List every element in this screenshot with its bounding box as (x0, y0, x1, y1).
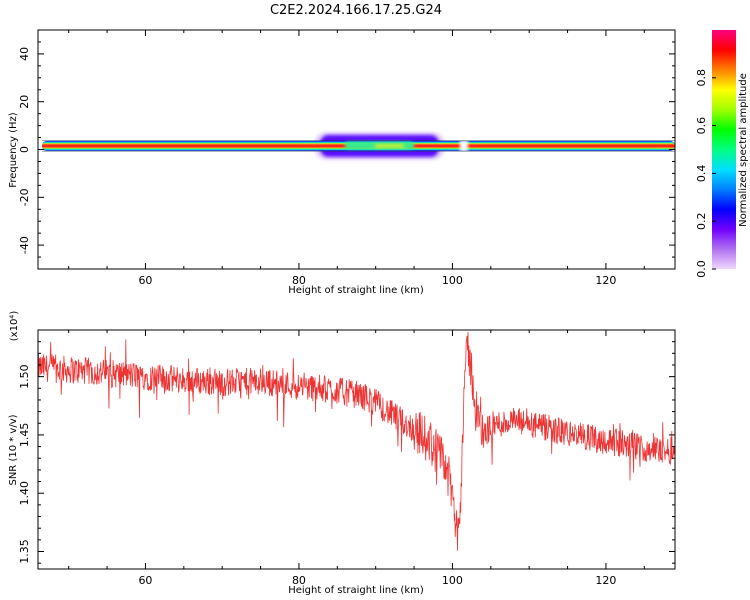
snr-scale-note: (x10⁴) (9, 311, 20, 342)
y-tick-label: 1.35 (18, 539, 31, 564)
colorbar-tick-label: 0.2 (695, 212, 708, 230)
x-tick-label: 100 (442, 574, 463, 587)
snr-panel: 60 80 100 120 1.35 1.40 1.45 1.50 Height of str… (8, 311, 676, 596)
colorbar-label: Normalized spectral amplitude (738, 73, 749, 227)
y-tick-label: -40 (18, 236, 31, 254)
spectrogram-axes: 60 80 100 120 -40 -20 0 20 40 (18, 29, 675, 287)
y-tick-label: 20 (18, 95, 31, 109)
x-tick-label: 120 (595, 274, 616, 287)
colorbar-tick-label: 0.0 (695, 260, 708, 278)
spectrogram-ylabel: Frequency (Hz) (8, 112, 19, 188)
y-tick-label: 1.40 (18, 481, 31, 506)
snr-xlabel: Height of straight line (km) (288, 585, 424, 596)
snr-frame (37, 329, 676, 570)
band-gap (459, 140, 468, 152)
x-tick-label: 100 (442, 274, 463, 287)
y-tick-label: 0 (18, 146, 31, 153)
y-tick-label: 40 (18, 47, 31, 61)
x-tick-label: 80 (292, 274, 306, 287)
y-tick-label: -20 (18, 188, 31, 206)
snr-series-line (38, 331, 675, 551)
x-tick-label: 120 (595, 574, 616, 587)
snr-ylabel: SNR (10 * v/v) (8, 414, 19, 485)
snr-axes: 60 80 100 120 1.35 1.40 1.45 1.50 (18, 330, 675, 587)
colorbar-tick-label: 0.8 (695, 69, 708, 87)
colorbar: 0.0 0.2 0.4 0.6 0.8 Normalized spectral ampl… (695, 30, 749, 278)
x-tick-label: 60 (138, 274, 152, 287)
y-tick-label: 1.50 (18, 364, 31, 389)
colorbar-gradient (712, 30, 736, 269)
spectrogram-xlabel: Height of straight line (km) (288, 285, 424, 296)
colorbar-tick-label: 0.6 (695, 117, 708, 135)
x-tick-label: 60 (138, 574, 152, 587)
band-spread-yellow (374, 144, 405, 148)
spectrogram-panel: 60 80 100 120 -40 -20 0 20 40 Height of straight… (8, 29, 676, 296)
figure-title: C2E2.2024.166.17.25.G24 (270, 3, 442, 18)
colorbar-tick-label: 0.4 (695, 165, 708, 183)
y-tick-label: 1.45 (18, 423, 31, 448)
x-tick-label: 80 (292, 574, 306, 587)
colorbar-ticks: 0.0 0.2 0.4 0.6 0.8 (695, 69, 716, 278)
spectrogram-band (42, 131, 675, 160)
